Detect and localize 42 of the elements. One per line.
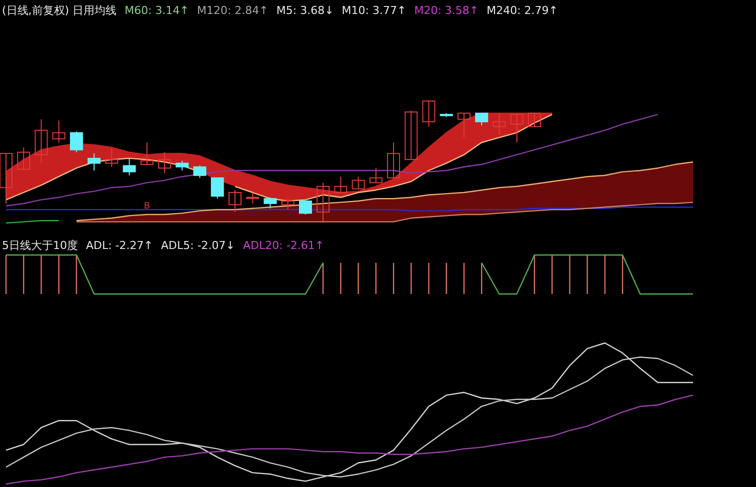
- candlestick: [510, 114, 524, 143]
- candlestick: [316, 182, 330, 224]
- candlestick: [492, 112, 506, 136]
- text: M60: 3.14↑: [124, 4, 189, 17]
- candlestick: [158, 152, 172, 174]
- candlestick: [334, 176, 348, 193]
- text: M240: 2.79↑: [486, 4, 558, 17]
- candlestick: [458, 112, 470, 138]
- text: ADL20: -2.61↑: [243, 239, 324, 252]
- candlestick: [176, 160, 189, 172]
- candlestick: [528, 112, 541, 128]
- candlestick: [281, 198, 294, 210]
- text: M10: 3.77↑: [342, 4, 406, 17]
- candlestick: [105, 148, 118, 168]
- text: ADL: -2.27↑: [86, 239, 154, 252]
- annotation: B: [144, 201, 150, 212]
- candlestick: [0, 152, 12, 204]
- candlestick: [246, 192, 260, 204]
- candlestick: [228, 190, 242, 213]
- candlestick: [422, 100, 436, 128]
- candlestick: [264, 196, 277, 209]
- text: M5: 3.68↓: [276, 4, 334, 17]
- text: M20: 3.58↑: [414, 4, 479, 17]
- candlestick: [70, 131, 83, 153]
- candlestick: [387, 142, 400, 178]
- text: M120: 2.84↑: [196, 4, 268, 17]
- candlestick: [52, 120, 66, 143]
- text: ADL5: -2.07↓: [161, 239, 236, 252]
- chart-title: (日线,前复权) 日用均线: [2, 4, 117, 17]
- chart-title: 5日线大于10度: [2, 239, 78, 252]
- candlestick: [210, 177, 224, 200]
- candlestick: [475, 112, 488, 126]
- candlestick: [88, 152, 101, 172]
- candlestick: [404, 110, 418, 160]
- candlestick: [193, 165, 206, 178]
- candlestick: [369, 168, 382, 184]
- candlestick: [298, 200, 312, 215]
- candlestick: [122, 158, 136, 176]
- candlestick: [352, 176, 365, 190]
- candlestick: [34, 118, 48, 164]
- candlestick: [140, 142, 154, 165]
- candlestick: [17, 146, 30, 170]
